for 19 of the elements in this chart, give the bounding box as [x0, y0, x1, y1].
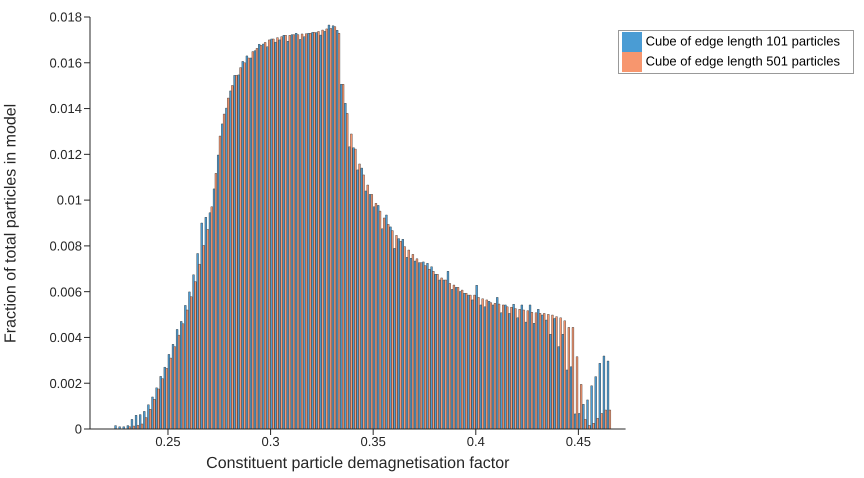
y-tick-label: 0.018 [49, 10, 82, 25]
x-tick-label: 0.35 [360, 434, 386, 450]
y-tick-label: 0.008 [49, 238, 82, 254]
y-tick-label: 0.01 [56, 192, 82, 208]
x-tick-label: 0.45 [566, 434, 592, 450]
y-tick-label: 0.014 [49, 101, 82, 116]
legend-label: Cube of edge length 101 particles [646, 33, 840, 48]
x-tick-label: 0.4 [466, 434, 485, 450]
x-axis-title: Constituent particle demagnetisation factor [206, 455, 510, 472]
y-tick-label: 0.004 [49, 330, 82, 346]
y-tick-label: 0.012 [49, 146, 82, 162]
legend-label: Cube of edge length 501 particles [646, 53, 840, 68]
y-tick-label: 0.002 [49, 376, 82, 391]
x-tick-label: 0.25 [155, 434, 181, 450]
y-tick-label: 0.006 [49, 284, 82, 300]
x-tick-label: 0.3 [262, 434, 280, 450]
y-tick-label: 0 [74, 422, 82, 437]
y-axis-title: Fraction of total particles in model [2, 104, 20, 343]
y-tick-label: 0.016 [49, 55, 82, 70]
